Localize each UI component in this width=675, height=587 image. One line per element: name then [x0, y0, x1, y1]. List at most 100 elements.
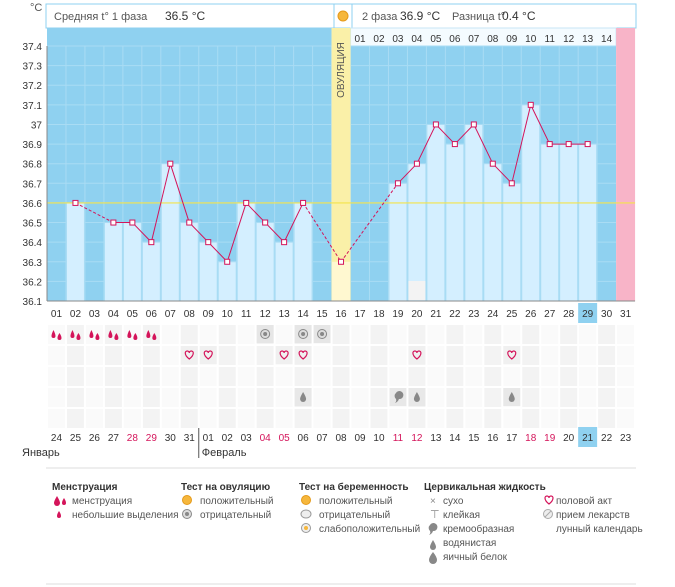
marker-cell	[331, 387, 351, 408]
intercourse-icon	[507, 350, 517, 360]
marker-cell	[103, 345, 123, 366]
intercourse-icon	[203, 350, 213, 360]
marker-cell	[483, 345, 503, 366]
marker-bg	[503, 346, 521, 364]
temperature-line	[207, 241, 228, 263]
temperature-point	[110, 219, 117, 226]
temperature-line	[435, 124, 456, 145]
marker-cell	[445, 366, 465, 387]
temperature-point	[281, 239, 288, 246]
marker-cell	[350, 324, 370, 345]
temperature-bar	[483, 163, 503, 302]
menstruation-drop-icon	[57, 333, 62, 340]
marker-cell	[179, 324, 199, 345]
marker-cell	[388, 324, 408, 345]
marker-cell	[236, 387, 256, 408]
temperature-point	[470, 121, 477, 128]
marker-cell	[65, 387, 85, 408]
cycle-day-label: 09	[203, 309, 215, 320]
date-label: 02	[222, 433, 234, 444]
marker-cell	[47, 345, 66, 366]
marker-cell	[255, 366, 275, 387]
cycle-day-label: 05	[127, 309, 139, 320]
cycle-day-label: 20	[411, 309, 423, 320]
marker-cell	[369, 387, 389, 408]
date-label: 01	[203, 433, 215, 444]
marker-cell	[464, 345, 484, 366]
cycle-day-label: 08	[184, 309, 196, 320]
marker-cell	[369, 345, 389, 366]
marker-cell	[198, 387, 218, 408]
top-day-label: 02	[373, 34, 385, 45]
temperature-point	[167, 160, 174, 167]
marker-cell	[540, 387, 560, 408]
cycle-day-label: 07	[165, 309, 177, 320]
temperature-bar	[236, 202, 256, 302]
marker-bg	[408, 346, 426, 364]
legend-fluid-sticky: клейкая	[443, 510, 480, 521]
creamy-icon	[428, 523, 438, 535]
marker-cell	[179, 387, 199, 408]
marker-cell	[369, 324, 389, 345]
marker-cell	[84, 345, 104, 366]
marker-cell	[388, 345, 408, 366]
y-tick-label: 36.9	[23, 140, 43, 151]
menstruation-drop-icon	[133, 333, 138, 340]
marker-cell	[426, 387, 446, 408]
temperature-bar	[426, 123, 446, 302]
date-label: 15	[468, 433, 480, 444]
marker-cell	[65, 408, 85, 429]
temperature-point	[394, 180, 401, 187]
marker-cell	[160, 408, 180, 429]
y-tick-label: 36.6	[23, 199, 43, 210]
legend-menstruation-title: Менструация	[52, 482, 118, 493]
menstruation-drop-icon	[108, 330, 113, 338]
marker-cell	[426, 408, 446, 429]
marker-cell	[293, 366, 313, 387]
y-unit-label: °C	[30, 2, 42, 14]
marker-cell	[255, 387, 275, 408]
marker-cell	[578, 366, 598, 387]
date-label: 05	[279, 433, 291, 444]
spotting-drop-icon	[57, 511, 61, 518]
marker-cell	[521, 324, 541, 345]
cycle-day-label: 10	[222, 309, 234, 320]
marker-cell	[160, 345, 180, 366]
date-label: 18	[525, 433, 537, 444]
marker-cell	[198, 324, 218, 345]
marker-cell	[540, 345, 560, 366]
top-day-label: 13	[582, 34, 594, 45]
cycle-day-label: 16	[335, 309, 347, 320]
intercourse-icon	[298, 350, 308, 360]
marker-cell	[65, 366, 85, 387]
top-day-label: 06	[449, 34, 461, 45]
marker-cell	[521, 387, 541, 408]
cycle-day-label: 14	[298, 309, 310, 320]
top-day-label: 11	[545, 34, 556, 45]
menstruation-drop-icon	[51, 330, 56, 338]
ovulation-negative-icon-core	[185, 512, 189, 516]
top-day-label: 04	[411, 34, 423, 45]
marker-cell	[47, 387, 66, 408]
top-day-label: 01	[354, 34, 366, 45]
date-label: 26	[89, 433, 101, 444]
marker-cell	[616, 408, 636, 429]
marker-cell	[331, 345, 351, 366]
temperature-point	[129, 219, 136, 226]
marker-cell	[331, 324, 351, 345]
marker-cell	[388, 366, 408, 387]
temperature-point	[300, 199, 307, 206]
temperature-bar	[179, 222, 199, 302]
marker-cell	[141, 324, 161, 345]
temperature-line	[169, 163, 190, 223]
temperature-line	[397, 163, 418, 184]
phase2-label: 2 фаза	[362, 11, 398, 23]
temperature-bar	[388, 182, 408, 302]
cycle-day-label: 27	[544, 309, 556, 320]
date-label: 22	[601, 433, 613, 444]
diff-value: 0.4 °C	[502, 9, 536, 23]
phase1-label: Средняя t° 1 фаза	[54, 11, 148, 23]
marker-cell	[578, 408, 598, 429]
date-label: 17	[506, 433, 518, 444]
cycle-day-label: 21	[430, 309, 442, 320]
